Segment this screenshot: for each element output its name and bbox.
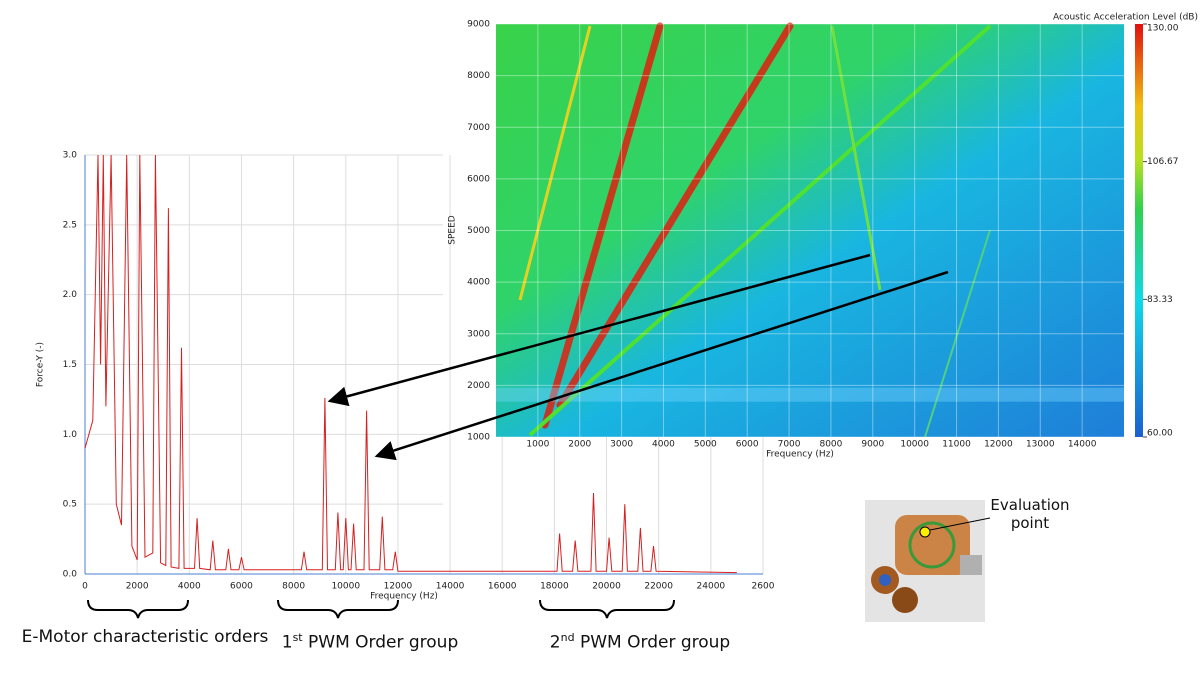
annotation-number: 1 [281,632,293,653]
order-line [924,229,991,438]
order-line [830,25,882,291]
colorbar-label: 83.33 [1147,295,1173,305]
x-tick-label: 0 [82,582,88,592]
x-tick-label: 4000 [178,582,201,592]
y-tick-label: 3.0 [63,151,78,161]
band [496,387,1124,402]
x-tick-label: 24000 [697,582,726,592]
x-tick-label: 12000 [384,582,413,592]
x-tick-label: 6000 [736,440,759,450]
y-tick-label: 5000 [467,226,490,236]
x-tick-label: 2000 [126,582,149,592]
x-tick-label: 13000 [1026,440,1055,450]
y-tick-label: 2.5 [63,220,77,230]
spectrum-line [84,154,737,574]
x-tick-label: 18000 [540,582,569,592]
annotation-number: 2 [549,632,561,653]
brace [87,599,189,619]
x-axis-title: Frequency (Hz) [766,450,834,460]
y-tick-label: 0.0 [63,570,78,580]
y-tick-label: 2000 [467,381,490,391]
x-tick-label: 10000 [331,582,360,592]
x-tick-label: 16000 [488,582,517,592]
annotation: 2nd PWM Order group [510,627,770,654]
x-tick-label: 10000 [900,440,929,450]
y-tick-label: 3000 [467,329,490,339]
brace [539,599,675,619]
x-tick-label: 6000 [230,582,253,592]
annotation: PWM Order group [579,632,731,653]
arrow [374,270,949,461]
order-line [541,22,664,429]
y-tick-label: 4000 [467,278,490,288]
x-tick-label: 8000 [819,440,842,450]
campbell-chart: 1000 2000 3000 4000 5000 6000 7000 8000 9000 1000… [448,13,1199,460]
annotation: 1st PWM Order group [240,627,500,654]
brace [277,599,399,619]
x-tick-label: 4000 [652,440,675,450]
annotations [87,253,991,622]
y-axis-title: SPEED [448,215,458,245]
x-tick-label: 2000 [568,440,591,450]
x-tick-label: 11000 [942,440,971,450]
motor-image [865,500,991,622]
colorbar [1135,24,1143,437]
y-tick-label: 1.5 [63,360,77,370]
y-tick-label: 8000 [467,71,490,81]
x-tick-label: 20000 [592,582,621,592]
callout: Evaluation point [990,496,1070,532]
x-tick-label: 14000 [436,582,465,592]
order-line [528,24,992,437]
x-tick-label: 8000 [282,582,305,592]
annotation: E-Motor characteristic orders [21,627,269,647]
y-tick-label: 1000 [467,433,490,443]
x-tick-label: 5000 [694,440,717,450]
annotation-suffix: nd [560,631,575,644]
colorbar-label: 60.00 [1147,429,1173,439]
x-tick-label: 2600 [752,582,775,592]
x-tick-label: 12000 [984,440,1013,450]
colorbar-label: 130.00 [1147,24,1179,34]
arrow [327,253,871,407]
y-tick-label: 7000 [467,123,490,133]
y-tick-label: 2.0 [63,290,78,300]
order-line [556,22,794,409]
x-tick-label: 1000 [526,440,549,450]
x-tick-label: 3000 [610,440,633,450]
y-tick-label: 9000 [467,20,490,30]
annotation-suffix: st [292,631,303,644]
colorbar-title: Acoustic Acceleration Level (dB) [1053,13,1198,23]
x-axis-title: Frequency (Hz) [370,592,438,602]
x-tick-label: 7000 [778,440,801,450]
x-tick-label: 9000 [861,440,884,450]
colorbar-label: 106.67 [1147,157,1179,167]
y-tick-label: 6000 [467,174,490,184]
annotation: PWM Order group [308,632,459,653]
y-axis-title: Force-Y (-) [36,342,46,387]
order-line [518,25,592,301]
x-tick-label: 14000 [1068,440,1097,450]
x-tick-label: 22000 [644,582,673,592]
y-tick-label: 1.0 [63,430,78,440]
y-tick-label: 0.5 [63,500,77,510]
